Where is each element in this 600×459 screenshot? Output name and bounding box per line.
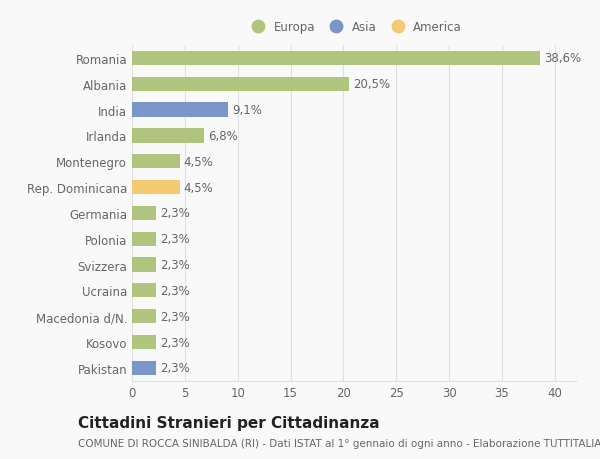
Bar [132,207,157,220]
Bar [132,361,157,375]
Bar [132,52,540,66]
Text: 2,3%: 2,3% [161,207,190,220]
Text: 4,5%: 4,5% [184,181,214,194]
Text: 6,8%: 6,8% [208,129,238,143]
Bar [132,258,157,272]
Text: 9,1%: 9,1% [232,104,262,117]
Bar [132,284,157,298]
Text: Cittadini Stranieri per Cittadinanza: Cittadini Stranieri per Cittadinanza [78,415,380,431]
Text: 20,5%: 20,5% [353,78,390,91]
Bar [132,309,157,324]
Text: 2,3%: 2,3% [161,284,190,297]
Text: 2,3%: 2,3% [161,258,190,271]
Bar [132,155,179,169]
Bar [132,103,228,118]
Text: 2,3%: 2,3% [161,233,190,246]
Text: 4,5%: 4,5% [184,156,214,168]
Text: 2,3%: 2,3% [161,336,190,349]
Bar [132,129,204,143]
Text: 2,3%: 2,3% [161,362,190,375]
Text: 38,6%: 38,6% [544,52,581,65]
Bar [132,335,157,349]
Bar [132,232,157,246]
Bar [132,78,349,92]
Legend: Europa, Asia, America: Europa, Asia, America [244,18,464,36]
Bar [132,180,179,195]
Text: COMUNE DI ROCCA SINIBALDA (RI) - Dati ISTAT al 1° gennaio di ogni anno - Elabora: COMUNE DI ROCCA SINIBALDA (RI) - Dati IS… [78,438,600,448]
Text: 2,3%: 2,3% [161,310,190,323]
